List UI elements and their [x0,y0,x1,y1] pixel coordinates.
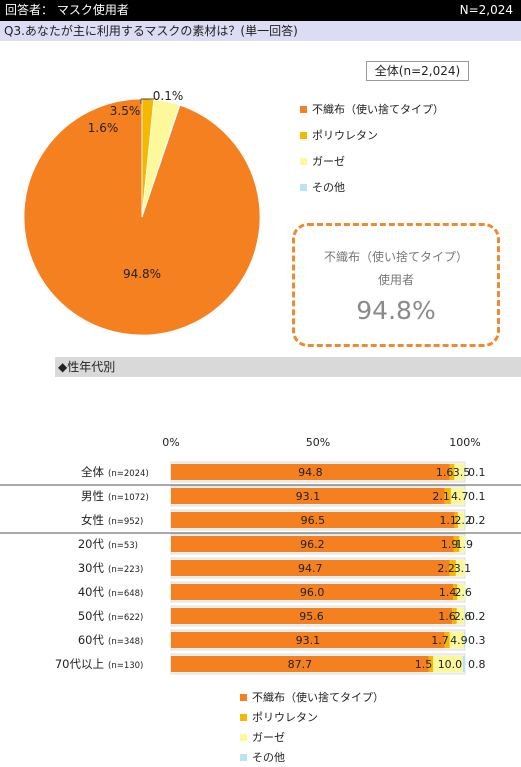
data-label: 96.2 [300,538,325,551]
data-label: 87.7 [288,658,313,671]
category-n: (n=130) [108,661,143,671]
category-label: 30代 [78,561,105,575]
data-label: 0.8 [468,658,486,671]
data-label: 10.0 [438,658,463,671]
category-label: 女性 [81,513,104,527]
bar-segment [463,656,465,672]
category-n: (n=223) [108,565,143,575]
data-label: 0.2 [468,610,486,623]
legend-swatch [240,754,247,761]
legend-label: その他 [252,749,285,765]
category-n: (n=952) [108,517,143,527]
legend-label: ポリウレタン [252,709,318,725]
data-label: 1.9 [455,538,473,551]
data-label: 94.7 [298,562,323,575]
x-tick-label: 50% [306,436,330,449]
category-n: (n=2024) [108,469,149,479]
category-n: (n=1072) [108,493,149,503]
data-label: 94.8 [298,466,323,479]
pie-label: 0.1% [153,89,184,103]
bar-legend-item: ガーゼ [240,727,384,747]
category-n: (n=348) [108,637,143,647]
x-tick-label: 100% [449,436,480,449]
category-label: 男性 [81,489,104,503]
category-label: 全体 [81,465,104,479]
category-label: 20代 [78,537,105,551]
data-label: 96.5 [301,514,326,527]
legend-label: 不織布（使い捨てタイプ） [252,689,384,705]
legend-swatch [240,694,247,701]
data-label: 95.6 [299,610,324,623]
bar-legend-item: その他 [240,747,384,767]
category-label: 60代 [78,633,105,647]
data-label: 4.9 [450,634,468,647]
legend-swatch [240,734,247,741]
data-label: 1.6 [436,466,454,479]
data-label: 4.7 [451,490,469,503]
data-label: 3.1 [454,562,472,575]
data-label: 2.2 [437,562,455,575]
category-label: 40代 [78,585,105,599]
category-n: (n=648) [108,589,143,599]
pie-label: 3.5% [110,104,141,118]
data-label: 1.7 [431,634,449,647]
category-n: (n=53) [108,541,138,551]
data-label: 0.2 [468,514,486,527]
pie-label: 94.8% [123,267,161,281]
category-label: 70代以上 [55,657,104,671]
data-label: 0.1 [468,490,486,503]
data-label: 0.3 [468,634,486,647]
data-label: 2.1 [432,490,450,503]
bar-legend-item: ポリウレタン [240,707,384,727]
x-tick-label: 0% [162,436,179,449]
category-label: 50代 [78,609,105,623]
data-label: 93.1 [296,634,321,647]
data-label: 0.1 [468,466,486,479]
data-label: 2.6 [454,586,472,599]
data-label: 93.1 [296,490,321,503]
legend-label: ガーゼ [252,729,285,745]
legend-swatch [240,714,247,721]
data-label: 1.5 [415,658,433,671]
data-label: 96.0 [300,586,325,599]
bar-legend-item: 不織布（使い捨てタイプ） [240,687,384,707]
category-n: (n=622) [108,613,143,623]
pie-label: 1.6% [88,121,119,135]
bar-legend: 不織布（使い捨てタイプ） ポリウレタンガーゼその他 [240,687,384,767]
